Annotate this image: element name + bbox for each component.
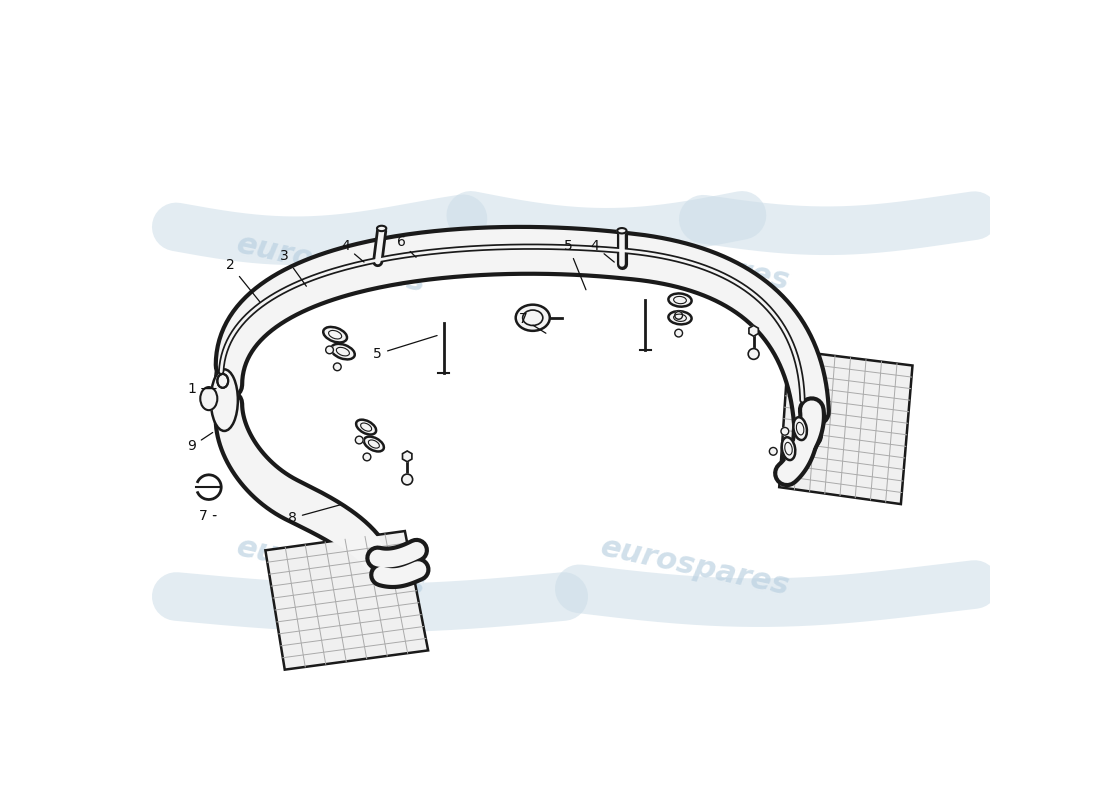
Circle shape bbox=[674, 330, 682, 337]
Circle shape bbox=[363, 453, 371, 461]
Text: eurospares: eurospares bbox=[234, 533, 429, 602]
Text: 1: 1 bbox=[187, 382, 216, 396]
Ellipse shape bbox=[218, 374, 228, 388]
Ellipse shape bbox=[364, 437, 384, 451]
Circle shape bbox=[355, 436, 363, 444]
Ellipse shape bbox=[200, 387, 218, 410]
Text: 7: 7 bbox=[199, 509, 216, 522]
Ellipse shape bbox=[356, 420, 376, 434]
Text: eurospares: eurospares bbox=[598, 533, 793, 602]
Circle shape bbox=[781, 427, 789, 435]
Ellipse shape bbox=[323, 327, 346, 342]
Polygon shape bbox=[779, 350, 913, 504]
Text: 4: 4 bbox=[591, 239, 614, 262]
Ellipse shape bbox=[793, 418, 807, 440]
Polygon shape bbox=[265, 531, 428, 670]
Circle shape bbox=[748, 349, 759, 359]
Ellipse shape bbox=[782, 438, 795, 460]
Circle shape bbox=[674, 311, 682, 319]
Ellipse shape bbox=[617, 228, 627, 234]
Text: 9: 9 bbox=[187, 433, 212, 454]
Text: 2: 2 bbox=[227, 258, 260, 302]
Ellipse shape bbox=[669, 294, 692, 306]
Text: 3: 3 bbox=[280, 249, 307, 286]
Text: 8: 8 bbox=[288, 505, 340, 525]
Text: 4: 4 bbox=[341, 239, 364, 262]
Text: 5: 5 bbox=[564, 239, 586, 290]
Ellipse shape bbox=[669, 311, 692, 324]
Text: 7: 7 bbox=[519, 312, 546, 334]
Ellipse shape bbox=[331, 344, 355, 359]
Ellipse shape bbox=[516, 305, 550, 331]
Ellipse shape bbox=[211, 370, 238, 431]
Circle shape bbox=[402, 474, 412, 485]
Text: eurospares: eurospares bbox=[234, 230, 429, 298]
Text: 5: 5 bbox=[373, 335, 437, 361]
Text: 6: 6 bbox=[397, 235, 416, 258]
Circle shape bbox=[333, 363, 341, 370]
Circle shape bbox=[769, 447, 777, 455]
Circle shape bbox=[326, 346, 333, 354]
Ellipse shape bbox=[377, 226, 386, 231]
Text: eurospares: eurospares bbox=[598, 227, 793, 296]
